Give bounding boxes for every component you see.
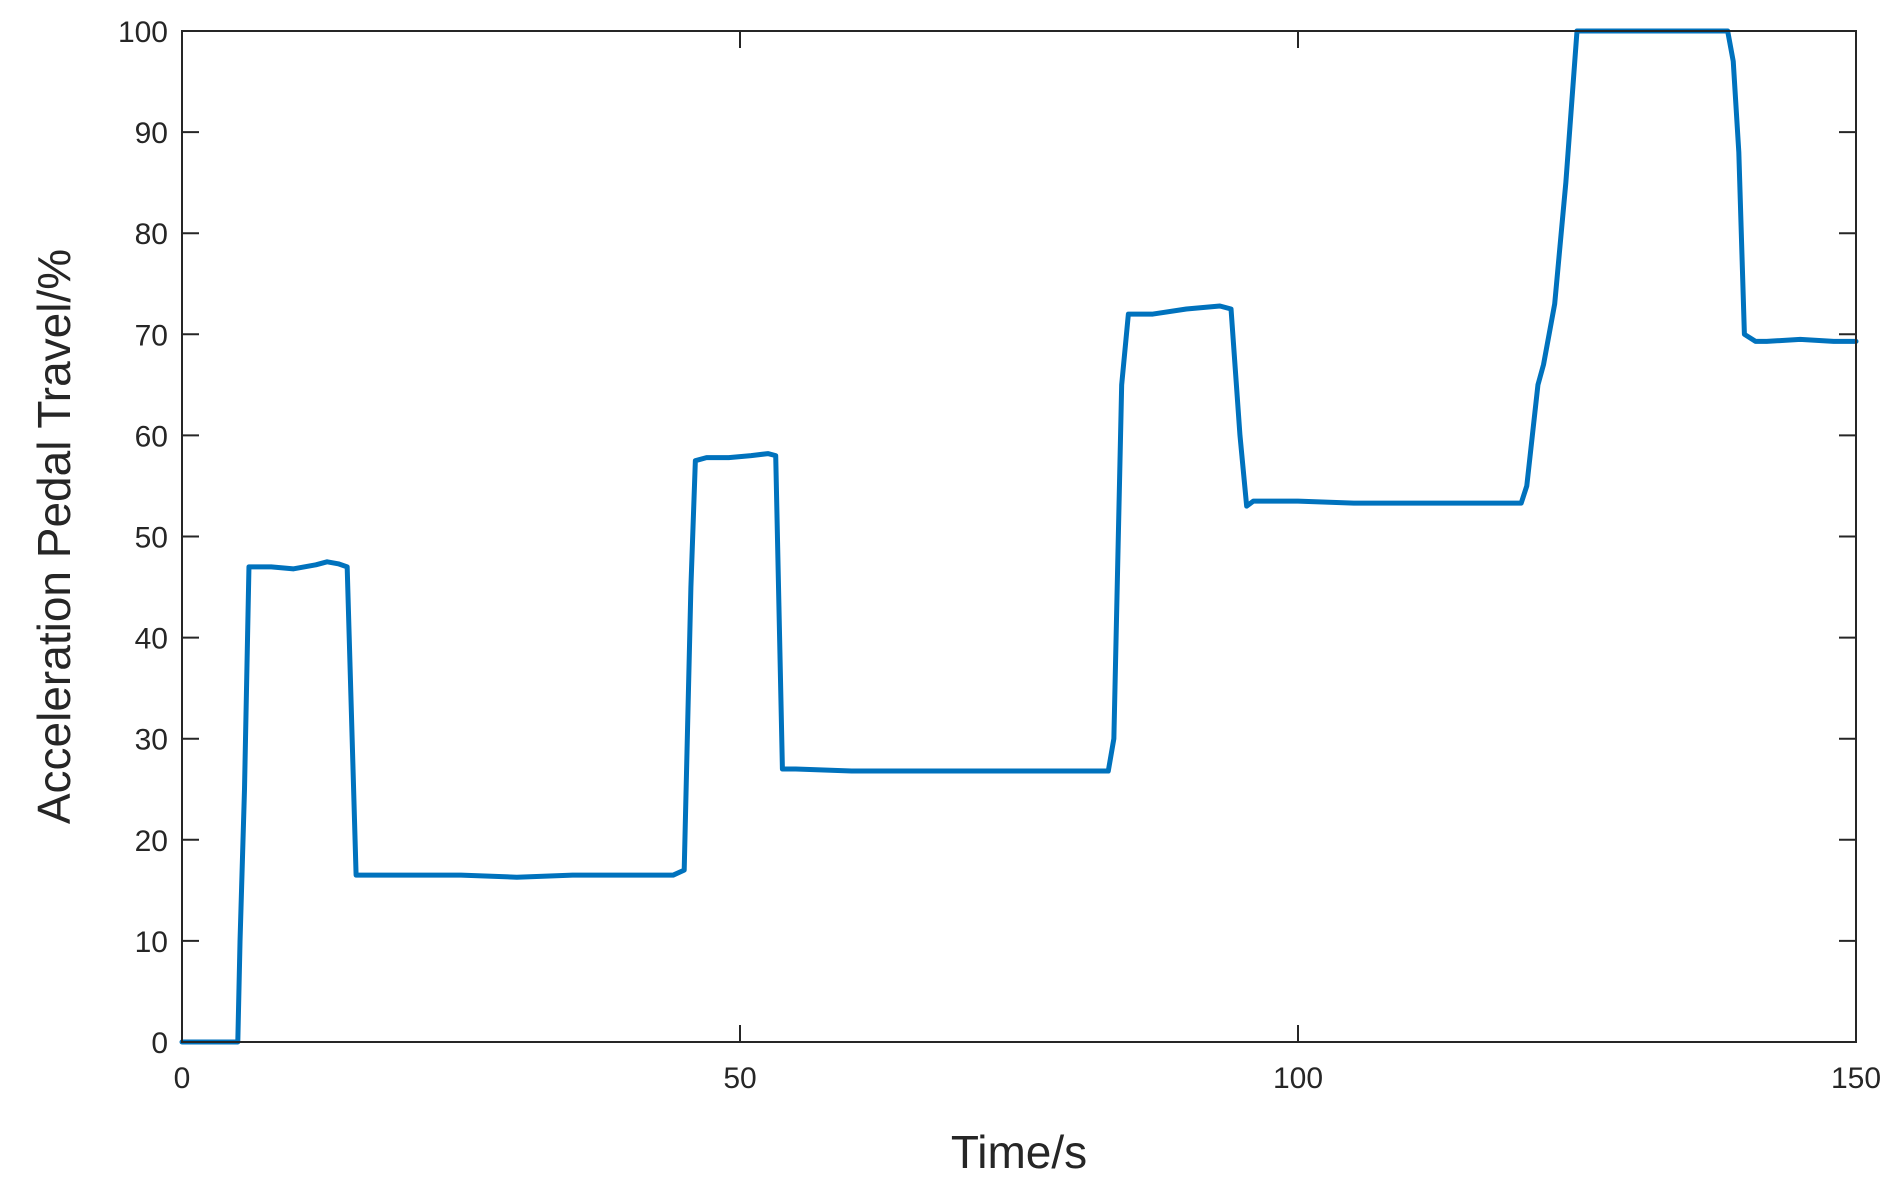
tick-labels: 0 50 100 150 0 10 20 30 40 50 60 70 80 90 100 [118, 16, 1881, 1095]
y-tick-label: 70 [135, 319, 168, 352]
x-tick-label: 0 [174, 1062, 191, 1095]
x-tick-label: 50 [723, 1062, 756, 1095]
y-tick-label: 10 [135, 926, 168, 959]
x-tick-label: 150 [1831, 1062, 1881, 1095]
y-axis-label: Acceleration Pedal Travel/% [28, 249, 80, 824]
series-line [179, 28, 1859, 1045]
y-tick-label: 40 [135, 623, 168, 656]
y-tick-label: 50 [135, 522, 168, 555]
y-tick-label: 30 [135, 724, 168, 757]
y-tick-label: 20 [135, 825, 168, 858]
x-axis-label: Time/s [951, 1126, 1087, 1178]
y-tick-label: 90 [135, 117, 168, 150]
plot-frame [181, 30, 1857, 1043]
y-tick-label: 80 [135, 218, 168, 251]
x-tick-label: 100 [1273, 1062, 1323, 1095]
y-tick-label: 60 [135, 420, 168, 453]
y-tick-label: 100 [118, 16, 168, 49]
ticks [181, 30, 1857, 1043]
y-tick-label: 0 [151, 1027, 168, 1060]
